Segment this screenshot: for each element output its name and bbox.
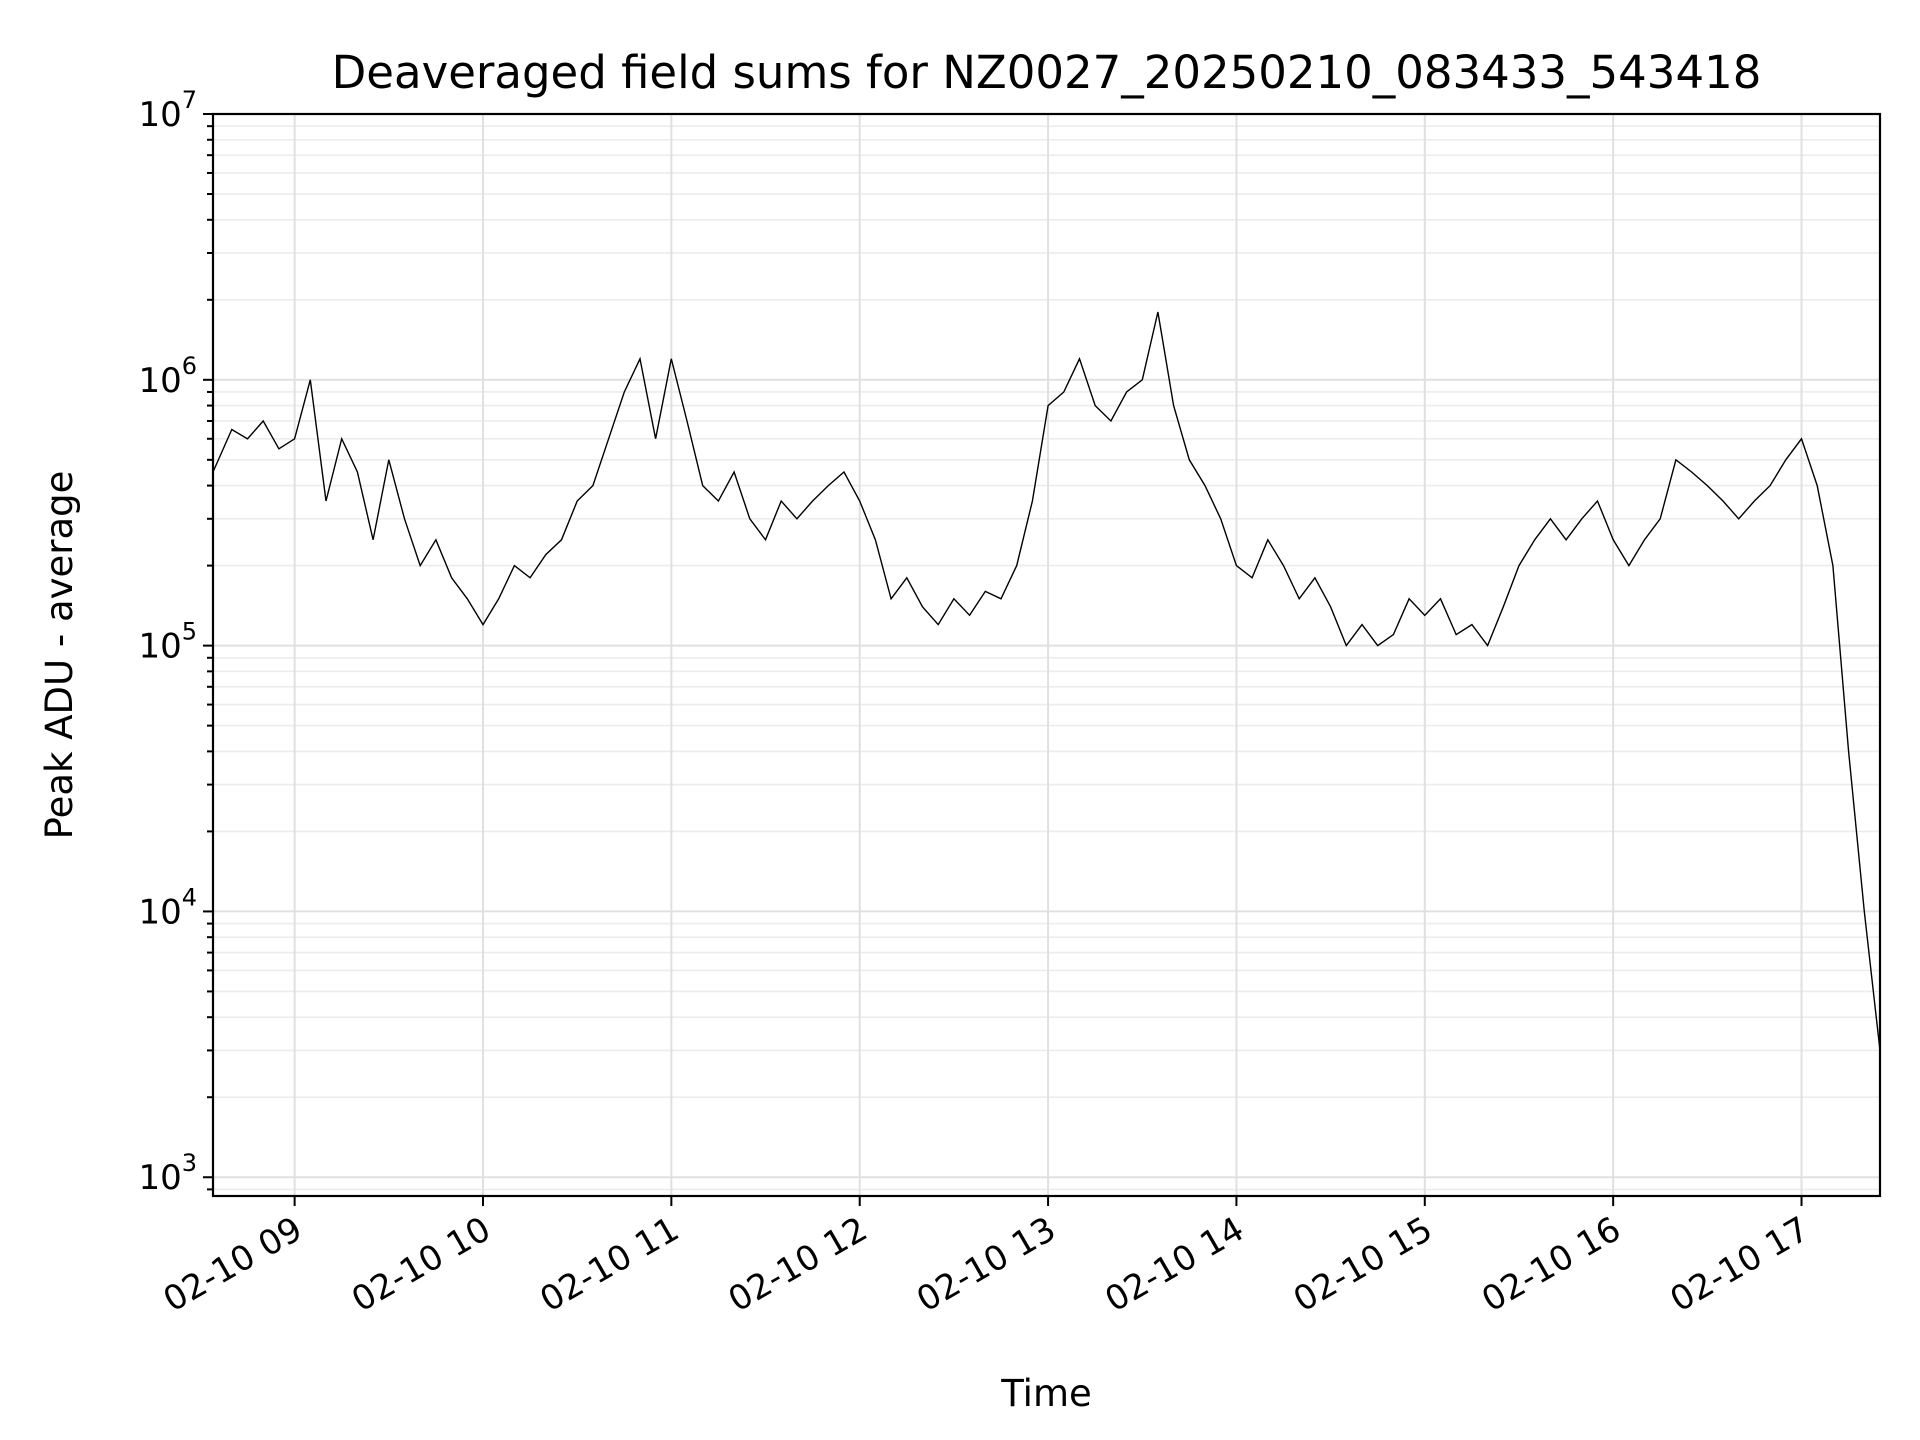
y-tick-label: 103 (138, 1149, 197, 1198)
y-tick-label: 107 (138, 86, 197, 135)
chart-title: Deaveraged field sums for NZ0027_2025021… (332, 46, 1762, 99)
series-line (212, 311, 1881, 1051)
series-layer (212, 311, 1881, 1051)
y-tick-label: 104 (138, 883, 197, 932)
plot-frame (211, 112, 1882, 1198)
y-tick-label: 105 (138, 618, 197, 667)
grid (213, 113, 1880, 1196)
y-tick-label: 106 (138, 352, 197, 401)
x-axis-label: Time (1000, 1372, 1092, 1415)
y-axis-label: Peak ADU - average (38, 471, 81, 840)
